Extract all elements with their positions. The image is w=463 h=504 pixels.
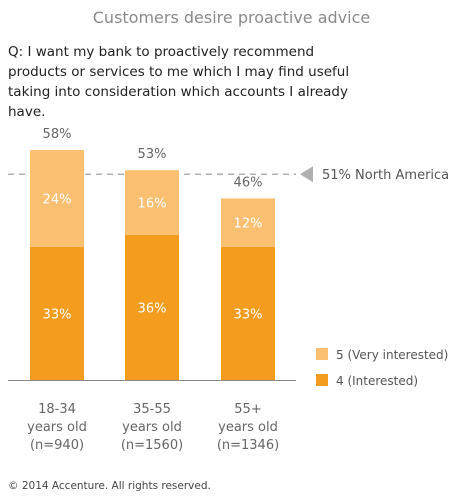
segment-label: 36% xyxy=(138,301,167,316)
segment-label: 33% xyxy=(234,307,263,322)
category-label: (n=940) xyxy=(30,438,84,453)
legend-swatch xyxy=(316,374,328,386)
survey-question: Q: I want my bank to proactively recomme… xyxy=(8,44,350,120)
segment-label: 33% xyxy=(43,307,72,322)
category-label: years old xyxy=(122,420,182,435)
legend-label: 5 (Very interested) xyxy=(336,348,448,362)
total-label: 46% xyxy=(234,175,263,190)
bar-segment xyxy=(221,246,275,380)
legend-label: 4 (Interested) xyxy=(336,374,418,388)
bar-segment xyxy=(30,246,84,380)
bar-segment xyxy=(125,170,179,235)
category-label: (n=1560) xyxy=(121,438,183,453)
total-label: 53% xyxy=(138,147,167,162)
category-label: (n=1346) xyxy=(217,438,279,453)
category-label: 55+ xyxy=(234,402,261,417)
category-label: years old xyxy=(27,420,87,435)
bar-segment xyxy=(221,198,275,247)
reference-arrow xyxy=(300,166,313,183)
reference-label: 51% North America xyxy=(322,168,449,183)
category-label: 35-55 xyxy=(133,402,171,417)
category-label: 18-34 xyxy=(38,402,76,417)
chart-title: Customers desire proactive advice xyxy=(92,8,371,27)
segment-label: 24% xyxy=(43,192,72,207)
segment-label: 12% xyxy=(234,217,263,232)
bar-segment xyxy=(30,150,84,247)
legend-swatch xyxy=(316,348,328,360)
category-label: years old xyxy=(218,420,278,435)
total-label: 58% xyxy=(43,127,72,142)
copyright-text: © 2014 Accenture. All rights reserved. xyxy=(8,480,211,492)
bar-segment xyxy=(125,234,179,380)
segment-label: 16% xyxy=(138,196,167,211)
